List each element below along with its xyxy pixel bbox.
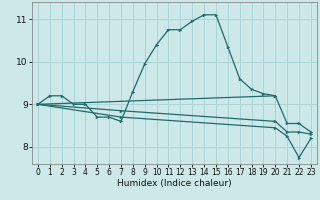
X-axis label: Humidex (Indice chaleur): Humidex (Indice chaleur) [117, 179, 232, 188]
